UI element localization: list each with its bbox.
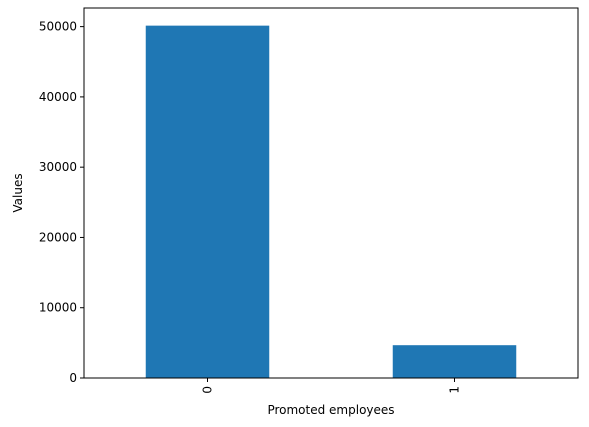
y-tick-label: 30000 — [39, 160, 77, 174]
x-tick-label: 1 — [448, 386, 462, 394]
plot-frame — [83, 7, 579, 379]
y-tick-label: 10000 — [39, 301, 77, 315]
y-tick-label: 40000 — [39, 90, 77, 104]
y-tick-label: 0 — [69, 371, 77, 385]
x-axis-label: Promoted employees — [267, 403, 394, 417]
bars-layer — [145, 25, 517, 378]
y-tick-label: 50000 — [39, 20, 77, 34]
x-tick-label: 0 — [201, 386, 215, 394]
y-axis: 0 10000 20000 30000 40000 50000 — [39, 20, 84, 385]
bar-0 — [145, 25, 270, 378]
y-tick-label: 20000 — [39, 230, 77, 244]
bar-1 — [392, 345, 517, 378]
y-axis-label: Values — [11, 173, 25, 212]
